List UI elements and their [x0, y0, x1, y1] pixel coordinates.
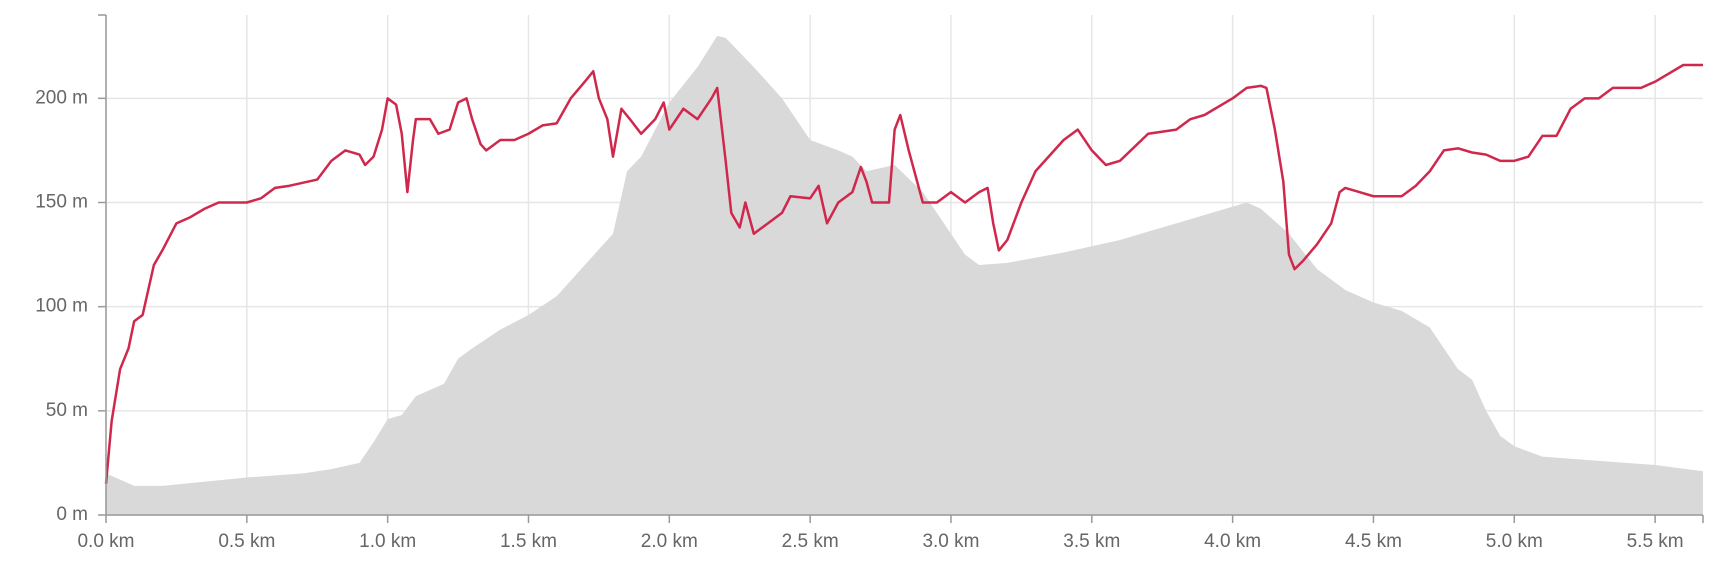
y-tick-label: 150 m: [35, 192, 88, 213]
x-tick-label: 4.5 km: [1345, 531, 1402, 552]
x-tick-label: 1.0 km: [359, 531, 416, 552]
x-tick-label: 5.0 km: [1486, 531, 1543, 552]
y-tick-label: 100 m: [35, 296, 88, 317]
x-tick-label: 0.5 km: [218, 531, 275, 552]
y-tick-label: 50 m: [46, 400, 88, 421]
x-tick-label: 2.5 km: [782, 531, 839, 552]
y-tick-label: 0 m: [56, 504, 88, 525]
x-tick-label: 3.0 km: [922, 531, 979, 552]
x-tick-label: 5.5 km: [1627, 531, 1684, 552]
x-tick-label: 0.0 km: [77, 531, 134, 552]
x-tick-label: 4.0 km: [1204, 531, 1261, 552]
x-tick-label: 2.0 km: [641, 531, 698, 552]
y-tick-label: 200 m: [35, 87, 88, 108]
data-line: [104, 63, 1703, 484]
x-tick-label: 3.5 km: [1063, 531, 1120, 552]
x-tick-label: 1.5 km: [500, 531, 557, 552]
elevation-area: [106, 35, 1703, 515]
